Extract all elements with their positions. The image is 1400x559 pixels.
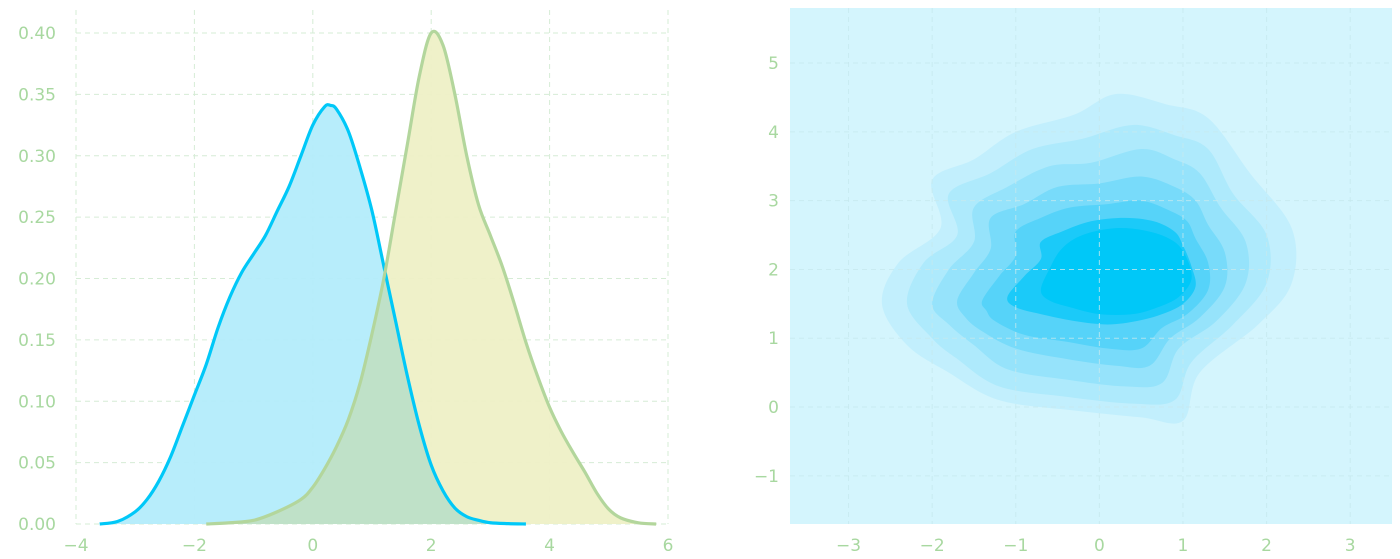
right-y-tick-label: 5 [768,54,779,74]
olive-density-line [206,29,657,526]
blue-density-area [99,104,526,525]
right-y-tick-label: 4 [768,123,779,143]
left-x-tick-label: 2 [426,536,437,556]
left-series [99,29,657,526]
left-y-tick-label: 0.00 [18,515,56,535]
left-y-tick-label: 0.40 [18,24,56,44]
left-y-tick-label: 0.35 [18,85,56,105]
right-x-tick-label: 0 [1094,536,1105,556]
left-tick-labels: −4 −2 0 2 4 6 0.00 0.05 0.10 0.15 0.20 0.25 0.30 0.35… [18,24,673,556]
left-y-tick-label: 0.10 [18,392,56,412]
right-x-tick-label: 3 [1345,536,1356,556]
left-y-tick-label: 0.20 [18,270,56,290]
right-x-tick-label: 1 [1178,536,1189,556]
left-x-tick-label: 0 [307,536,318,556]
blue-density-line [99,103,526,526]
olive-density-area [206,31,657,525]
left-y-tick-label: 0.25 [18,208,56,228]
contour-level-7 [1040,228,1192,316]
left-x-tick-label: −2 [182,536,207,556]
contour-levels [881,93,1297,424]
right-y-tick-label: 0 [768,398,779,418]
right-x-tick-label: −3 [836,536,861,556]
left-y-tick-label: 0.15 [18,331,56,351]
left-y-tick-label: 0.30 [18,147,56,167]
right-x-tick-label: −1 [1003,536,1028,556]
right-grid [790,8,1392,524]
kde-contour-chart: −3 −2 −1 0 1 2 3 −1 0 1 2 3 4 5 [754,8,1392,556]
right-y-tick-label: 2 [768,260,779,280]
kde-line-chart: −4 −2 0 2 4 6 0.00 0.05 0.10 0.15 0.20 0.25 0.30 0.35… [18,10,673,556]
right-x-tick-label: −2 [920,536,945,556]
right-y-tick-label: 3 [768,192,779,212]
left-x-tick-label: −4 [63,536,88,556]
right-tick-labels: −3 −2 −1 0 1 2 3 −1 0 1 2 3 4 5 [754,54,1356,556]
right-x-tick-label: 2 [1261,536,1272,556]
left-x-tick-label: 4 [544,536,555,556]
right-y-tick-label: 1 [768,329,779,349]
left-x-tick-label: 6 [663,536,674,556]
left-y-tick-label: 0.05 [18,454,56,474]
right-y-tick-label: −1 [754,467,779,487]
